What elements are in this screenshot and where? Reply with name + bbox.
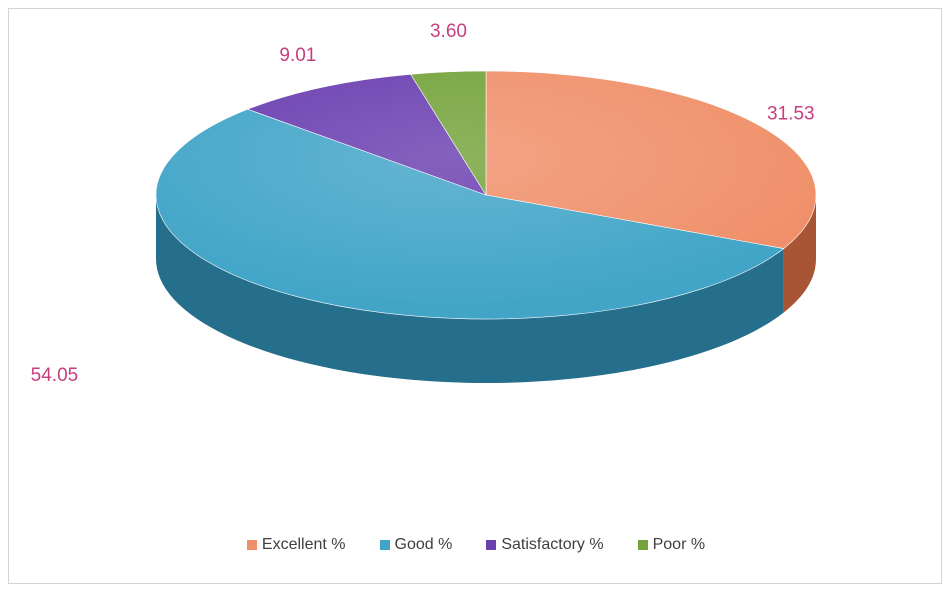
- data-label-good: 54.05: [31, 365, 79, 386]
- chart-frame: 31.53 54.05 9.01 3.60 Excellent % Good % Sa…: [8, 8, 942, 584]
- data-label-satisfactory: 9.01: [279, 45, 316, 66]
- legend-item-good: Good %: [379, 536, 453, 554]
- pie-side-excellent: [783, 195, 816, 313]
- chart-legend: Excellent % Good % Satisfactory % Poor %: [9, 536, 943, 554]
- pie-data-labels: 31.53 54.05 9.01 3.60: [31, 21, 815, 386]
- data-label-excellent: 31.53: [767, 104, 815, 125]
- pie-sides: [156, 195, 816, 383]
- legend-item-excellent: Excellent %: [246, 536, 346, 554]
- legend-swatch-satisfactory: [486, 540, 497, 550]
- pie-chart: 31.53 54.05 9.01 3.60: [31, 21, 817, 386]
- legend-label-good: Good %: [394, 536, 453, 553]
- pie-top-highlight: [156, 71, 816, 319]
- pie-side-good: [156, 195, 784, 383]
- legend-label-poor: Poor %: [652, 536, 706, 553]
- legend-item-satisfactory: Satisfactory %: [486, 536, 604, 554]
- legend-item-poor: Poor %: [637, 536, 706, 554]
- pie-tops: [155, 70, 817, 320]
- legend-swatch-poor: [637, 540, 648, 550]
- legend-swatch-good: [379, 540, 390, 550]
- legend-label-satisfactory: Satisfactory %: [501, 536, 604, 553]
- legend-label-excellent: Excellent %: [261, 536, 346, 553]
- legend-swatch-excellent: [246, 540, 257, 550]
- data-label-poor: 3.60: [430, 21, 467, 42]
